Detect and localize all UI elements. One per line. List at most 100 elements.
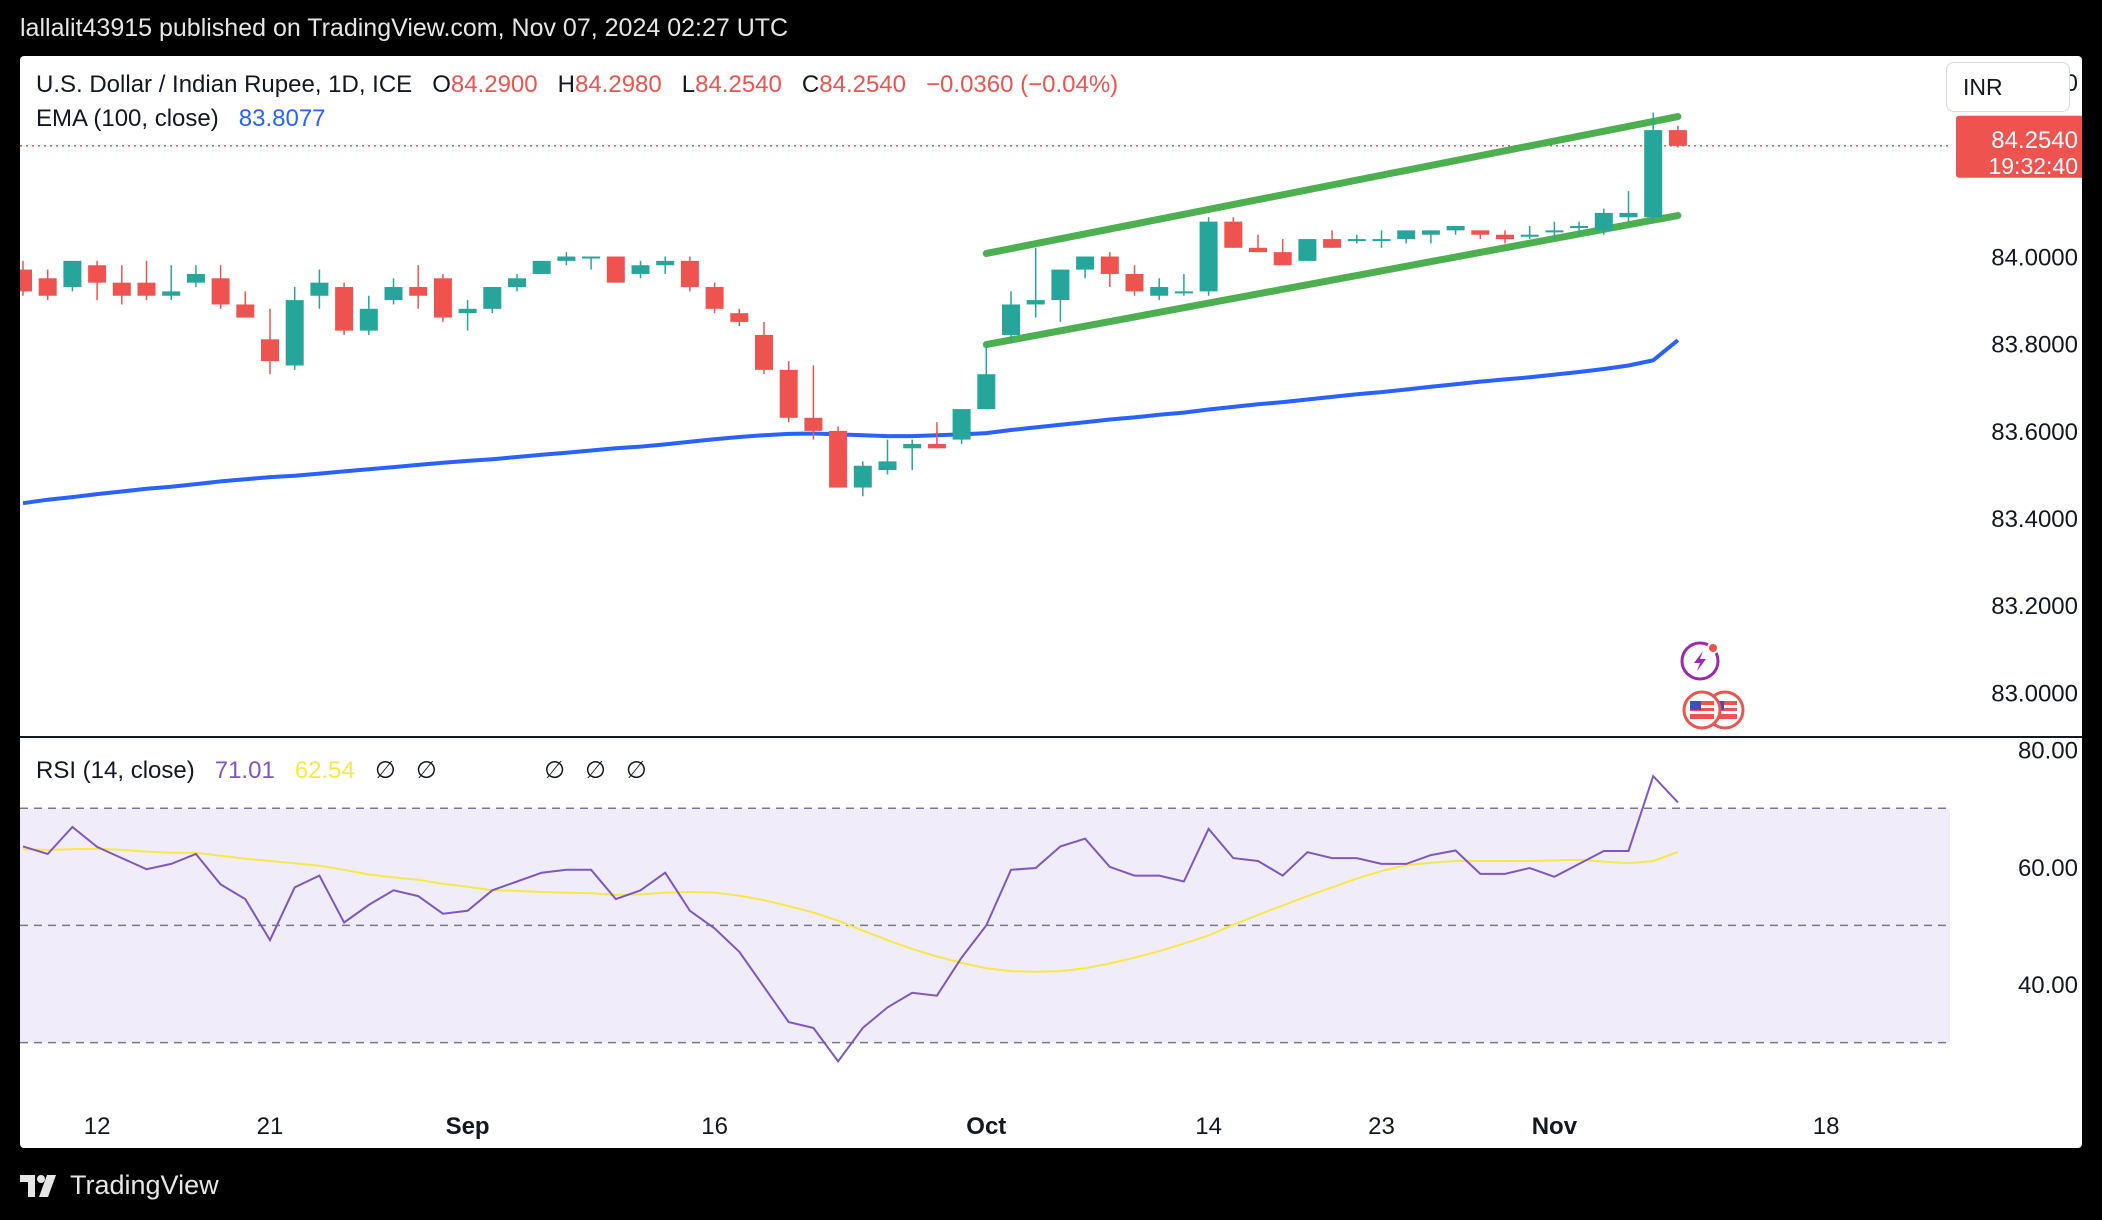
candle-body [38,278,57,296]
candle [1273,239,1292,266]
candle-body [1496,234,1514,240]
candle [88,260,107,301]
tradingview-logo[interactable]: TradingView [20,1170,219,1201]
time-tick-label: 12 [84,1113,111,1140]
candle-body [88,265,107,283]
candle-body [433,278,452,318]
candle [779,361,798,423]
candle-body [261,339,279,362]
candle [1421,230,1440,244]
candle-body [730,313,749,322]
candle-body [310,282,329,296]
candle-body [1174,291,1193,294]
candle [829,426,848,488]
ema-line [22,338,1680,506]
candle [1446,226,1465,235]
candle-body [1273,252,1292,266]
candle-body [1619,212,1638,218]
candle [1199,217,1218,296]
rsi-band-fill [20,808,1950,1043]
change-value: −0.0360 (−0.04%) [926,71,1119,98]
candle-body [1249,247,1267,253]
candle [1372,230,1391,248]
candle-body [186,273,205,283]
event-icons [1680,641,1745,730]
low-value: 84.2540 [695,71,782,98]
candle-body [211,278,230,305]
candle [582,256,601,270]
symbol-legend[interactable]: U.S. Dollar / Indian Rupee, 1D, ICE O84.… [36,71,1118,99]
candle-body [458,308,477,314]
candle [335,282,354,335]
lightning-event-icon[interactable] [1680,641,1720,681]
candle-body [804,417,823,431]
candle-body [1199,221,1218,292]
rsi-tick-label: 60.00 [2018,855,2078,882]
candle [359,295,378,335]
candle-body [1347,239,1366,242]
trend-channel [982,113,1682,349]
candle-body [1224,221,1243,248]
candle [878,439,897,475]
candle [162,265,181,301]
candle-body [853,465,872,488]
candle-body [977,374,996,410]
currency-button[interactable]: INR [1946,62,2070,112]
rsi-tick-label: 40.00 [2018,972,2078,999]
ema-legend[interactable]: EMA (100, close) 83.8077 [36,105,326,133]
candle-body [359,308,378,331]
candle [458,300,477,331]
candle [38,269,57,301]
candle-body [656,260,675,266]
candle [236,291,255,318]
published-info: lallalit43915 published on TradingView.c… [20,14,789,42]
candle-body [162,291,181,296]
na-symbol: ∅ [625,757,647,784]
price-tick-label: 83.4000 [1991,506,2078,533]
candle [1076,256,1095,279]
chart[interactable]: 84.400084.000083.800083.600083.400083.20… [20,56,2082,1148]
na-symbol: ∅ [584,757,606,784]
chart-frame[interactable]: 84.400084.000083.800083.600083.400083.20… [20,56,2082,1148]
candle [705,282,724,314]
price-tick-label: 83.6000 [1991,419,2078,446]
candle [1520,226,1539,240]
candle-body [1644,130,1663,218]
us-flag-event-icon[interactable] [1682,690,1722,730]
candle [261,308,279,375]
price-tick-label: 83.8000 [1991,332,2078,359]
time-tick-label: 18 [1813,1113,1840,1140]
tradingview-logo-icon [20,1174,56,1197]
candle-body [1323,239,1342,248]
candle-body [1594,212,1613,231]
na-symbol: ∅ [374,757,396,784]
candle [853,461,872,497]
candle-body [927,443,946,449]
candle-body [1421,230,1440,235]
candle-body [1668,130,1687,146]
candle-body [137,282,156,296]
candle [1125,265,1144,296]
candle [409,265,428,309]
candles [20,112,1687,497]
candle [1100,252,1119,288]
candle-body [829,430,848,488]
time-tick-label: 23 [1368,1113,1395,1140]
candle-body [1298,239,1317,261]
candle [1594,208,1613,235]
na-symbol: ∅ [544,757,565,784]
candle [903,439,922,471]
footer-bar [0,1148,2102,1220]
candle-body [755,334,773,370]
candle [804,365,823,440]
candle-body [1372,239,1391,242]
candle-body [285,300,304,366]
candle [1224,217,1243,248]
rsi-legend[interactable]: RSI (14, close) 71.01 62.54 ∅ ∅ ∅ ∅ ∅ [36,756,647,785]
rsi-ma-line [22,847,1679,973]
candle [1026,247,1045,318]
candle [1644,112,1663,222]
candle [384,278,403,305]
candle-body [1545,230,1564,233]
time-tick-label: Oct [966,1113,1006,1140]
